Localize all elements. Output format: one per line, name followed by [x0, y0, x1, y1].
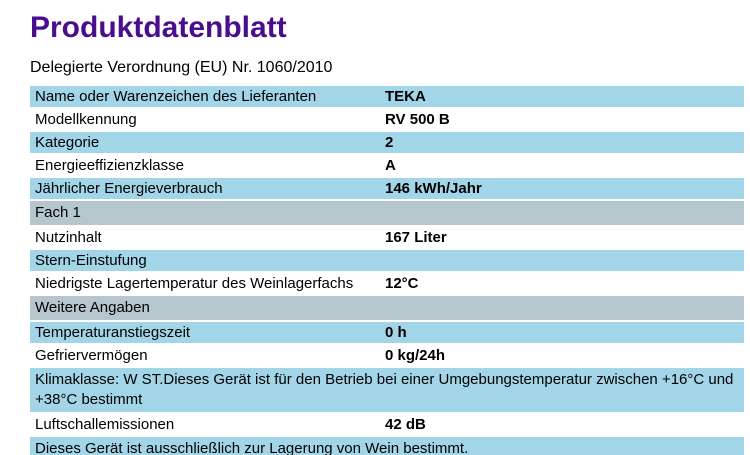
row-value: 12°C [385, 275, 419, 292]
row-label: Luftschallemissionen [35, 416, 175, 433]
row-value: A [385, 157, 396, 174]
climate-class-row: Klimaklasse: W ST.Dieses Gerät ist für d… [30, 368, 744, 414]
row-label: Gefriervermögen [35, 347, 148, 364]
table-row: Kategorie 2 [30, 132, 744, 155]
table-row: Niedrigste Lagertemperatur des Weinlager… [30, 273, 744, 296]
row-label: Name oder Warenzeichen des Lieferanten [35, 88, 317, 105]
row-value: TEKA [385, 88, 426, 105]
row-value: 0 kg/24h [385, 347, 446, 364]
row-label: Energieeffizienzklasse [35, 157, 184, 174]
row-value: 0 h [385, 324, 407, 341]
table-row: Luftschallemissionen 42 dB [30, 414, 744, 437]
row-value: 2 [385, 134, 394, 151]
page-title: Produktdatenblatt [30, 11, 287, 44]
table-row: Nutzinhalt 167 Liter [30, 227, 744, 250]
row-label: Temperaturanstiegszeit [35, 324, 191, 341]
row-label: Stern-Einstufung [35, 252, 147, 269]
table-row: Name oder Warenzeichen des Lieferanten T… [30, 86, 744, 109]
row-label: Niedrigste Lagertemperatur des Weinlager… [35, 275, 354, 292]
table-row: Gefriervermögen 0 kg/24h [30, 345, 744, 368]
row-label: Nutzinhalt [35, 229, 102, 246]
row-value: 42 dB [385, 416, 426, 433]
table-row: Jährlicher Energieverbrauch 146 kWh/Jahr [30, 178, 744, 201]
row-value: 167 Liter [385, 229, 447, 246]
section-row: Weitere Angaben [30, 296, 744, 322]
row-label: Kategorie [35, 134, 100, 151]
row-value: RV 500 B [385, 111, 450, 128]
datasheet-table: Name oder Warenzeichen des Lieferanten T… [30, 86, 744, 455]
table-row: Modellkennung RV 500 B [30, 109, 744, 132]
row-label: Modellkennung [35, 111, 137, 128]
wine-storage-note-row: Dieses Gerät ist ausschließlich zur Lage… [30, 437, 744, 455]
row-label: Jährlicher Energieverbrauch [35, 180, 223, 197]
section-row: Fach 1 [30, 201, 744, 227]
regulation-subtitle: Delegierte Verordnung (EU) Nr. 1060/2010 [30, 59, 333, 76]
row-value: 146 kWh/Jahr [385, 180, 482, 197]
table-row: Energieeffizienzklasse A [30, 155, 744, 178]
table-row: Stern-Einstufung [30, 250, 744, 273]
table-row: Temperaturanstiegszeit 0 h [30, 322, 744, 345]
